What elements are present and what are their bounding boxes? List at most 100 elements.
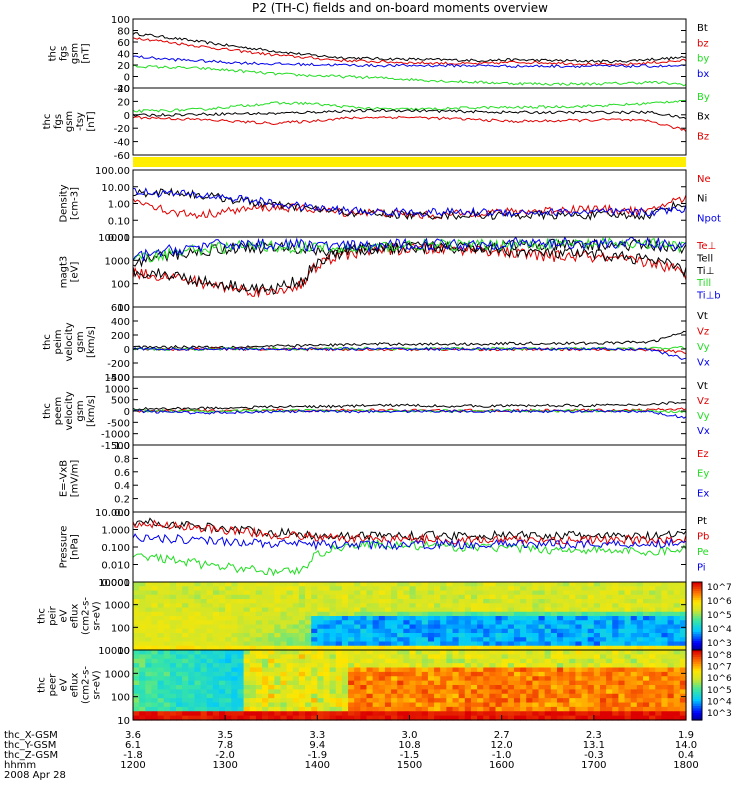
heatmap-cell [280,594,288,600]
heatmap-cell [169,624,177,630]
heatmap-cell [145,594,153,600]
heatmap-cell [335,680,343,686]
heatmap-cell [606,599,613,604]
heatmap-cell [262,624,269,630]
heatmap-cell [200,667,208,673]
heatmap-cell [532,603,540,609]
heatmap-cell [661,594,669,600]
heatmap-cell [329,680,337,686]
heatmap-cell [151,624,159,630]
heatmap-cell [636,663,644,669]
heatmap-cell [305,616,312,621]
heatmap-cell [133,590,140,596]
heatmap-cell [262,645,269,651]
heatmap-cell [341,671,349,677]
heatmap-cell [243,624,251,630]
heatmap-cell [292,693,300,699]
heatmap-cell [673,693,681,699]
heatmap-cell [335,663,343,669]
heatmap-cell [501,616,509,621]
colorbar-segment [692,715,702,719]
heatmap-cell [587,599,595,604]
heatmap-cell [452,633,460,638]
heatmap-cell [667,641,675,647]
heatmap-cell [464,594,472,600]
heatmap-cell [354,689,361,695]
heatmap-cell [286,611,294,617]
heatmap-cell [182,715,189,721]
heatmap-cell [237,654,245,660]
heatmap-cell [599,654,607,660]
series-line-Vy [132,408,687,414]
heatmap-cell [262,658,269,664]
heatmap-cell [636,637,644,643]
heatmap-cell [470,676,478,682]
heatmap-cell [378,620,386,626]
heatmap-cell [421,582,429,587]
heatmap-cell [593,650,601,655]
heatmap-cell [649,590,656,596]
heatmap-cell [440,599,447,604]
heatmap-cell [139,658,146,664]
heatmap-cell [274,676,282,682]
heatmap-cell [649,693,656,699]
colorbar-segment [692,664,702,667]
heatmap-cell [495,685,503,690]
heatmap-cell [409,624,417,630]
heatmap-cell [434,616,441,621]
heatmap-cell [169,671,177,677]
heatmap-cell [661,676,669,682]
heatmap-cell [440,667,447,673]
heatmap-cell [182,706,189,712]
heatmap-cell [335,706,343,712]
heatmap-cell [661,637,669,643]
y-axis-label: thc [37,608,48,624]
heatmap-cell [618,586,626,592]
heatmap-cell [526,715,533,721]
heatmap-cell [606,590,613,596]
heatmap-cell [157,594,165,600]
heatmap-cell [421,671,429,677]
heatmap-cell [649,641,656,647]
heatmap-cell [169,582,177,587]
heatmap-cell [348,667,355,673]
colorbar-segment [692,685,702,688]
heatmap-cell [636,607,644,613]
panel-peer_eflux: 10^810^710^610^510^410^310000100010010th… [37,646,732,727]
heatmap-cell [673,650,681,655]
heatmap-cell [667,680,675,686]
heatmap-cell [335,711,343,717]
heatmap-cell [237,628,245,634]
heatmap-cell [556,590,564,596]
heatmap-cell [286,620,294,626]
heatmap-cell [452,698,460,704]
heatmap-cell [636,594,644,600]
heatmap-cell [194,693,202,699]
heatmap-cell [606,667,613,673]
heatmap-cell [145,607,153,613]
legend-entry: bz [697,38,709,49]
heatmap-cell [298,698,306,704]
heatmap-cell [569,611,576,617]
heatmap-cell [403,676,411,682]
heatmap-cell [470,693,478,699]
heatmap-cell [366,611,374,617]
heatmap-cell [489,641,497,647]
heatmap-cell [556,633,564,638]
heatmap-cell [446,693,454,699]
heatmap-cell [219,663,226,669]
heatmap-cell [470,582,478,587]
heatmap-cell [673,616,681,621]
heatmap-cell [139,667,146,673]
heatmap-cell [483,689,490,695]
heatmap-cell [489,616,497,621]
heatmap-cell [237,637,245,643]
colorbar-segment [692,710,702,714]
heatmap-cell [409,582,417,587]
colorbar-tick-label: 10^4 [707,697,732,707]
heatmap-cell [163,607,171,613]
heatmap-cell [550,586,558,592]
heatmap-cell [544,645,552,651]
